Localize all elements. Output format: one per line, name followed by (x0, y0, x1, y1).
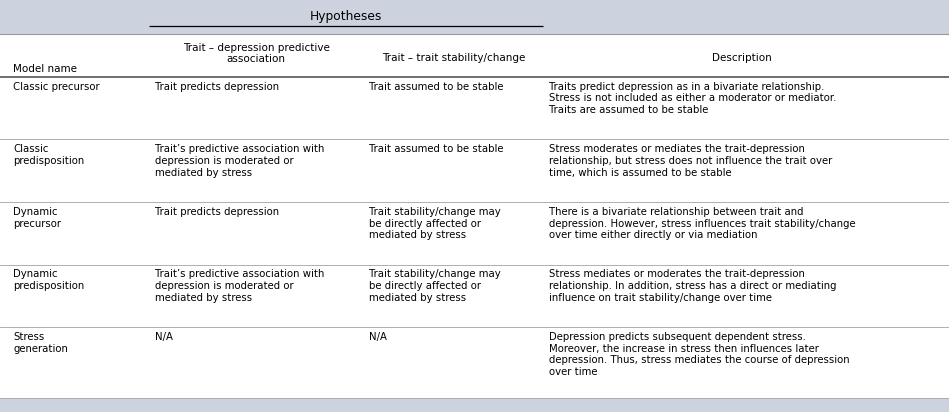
Text: Traits predict depression as in a bivariate relationship.
Stress is not included: Traits predict depression as in a bivari… (549, 82, 836, 115)
Text: Trait’s predictive association with
depression is moderated or
mediated by stres: Trait’s predictive association with depr… (155, 269, 324, 303)
Text: Model name: Model name (13, 63, 77, 73)
Text: N/A: N/A (369, 332, 387, 342)
Text: Trait predicts depression: Trait predicts depression (155, 207, 279, 217)
Text: Stress mediates or moderates the trait-depression
relationship. In addition, str: Stress mediates or moderates the trait-d… (549, 269, 836, 303)
Text: Hypotheses: Hypotheses (309, 10, 382, 23)
Text: Trait – depression predictive
association: Trait – depression predictive associatio… (183, 43, 329, 64)
Text: Trait stability/change may
be directly affected or
mediated by stress: Trait stability/change may be directly a… (369, 269, 501, 303)
Bar (0, 35, 949, 398)
Text: Classic
predisposition: Classic predisposition (13, 144, 84, 166)
Text: Trait assumed to be stable: Trait assumed to be stable (369, 144, 504, 154)
Text: Trait’s predictive association with
depression is moderated or
mediated by stres: Trait’s predictive association with depr… (155, 144, 324, 178)
Text: Trait stability/change may
be directly affected or
mediated by stress: Trait stability/change may be directly a… (369, 207, 501, 240)
Text: Depression predicts subsequent dependent stress.
Moreover, the increase in stres: Depression predicts subsequent dependent… (549, 332, 849, 377)
Text: There is a bivariate relationship between trait and
depression. However, stress : There is a bivariate relationship betwee… (549, 207, 855, 240)
Text: Classic precursor: Classic precursor (13, 82, 100, 92)
Text: Trait assumed to be stable: Trait assumed to be stable (369, 82, 504, 92)
Text: Description: Description (713, 53, 772, 63)
Text: Trait – trait stability/change: Trait – trait stability/change (381, 53, 526, 63)
Text: Stress
generation: Stress generation (13, 332, 68, 353)
Text: Dynamic
predisposition: Dynamic predisposition (13, 269, 84, 291)
Text: Trait predicts depression: Trait predicts depression (155, 82, 279, 92)
Text: Stress moderates or mediates the trait-depression
relationship, but stress does : Stress moderates or mediates the trait-d… (549, 144, 831, 178)
Text: N/A: N/A (155, 332, 173, 342)
Text: Dynamic
precursor: Dynamic precursor (13, 207, 62, 229)
